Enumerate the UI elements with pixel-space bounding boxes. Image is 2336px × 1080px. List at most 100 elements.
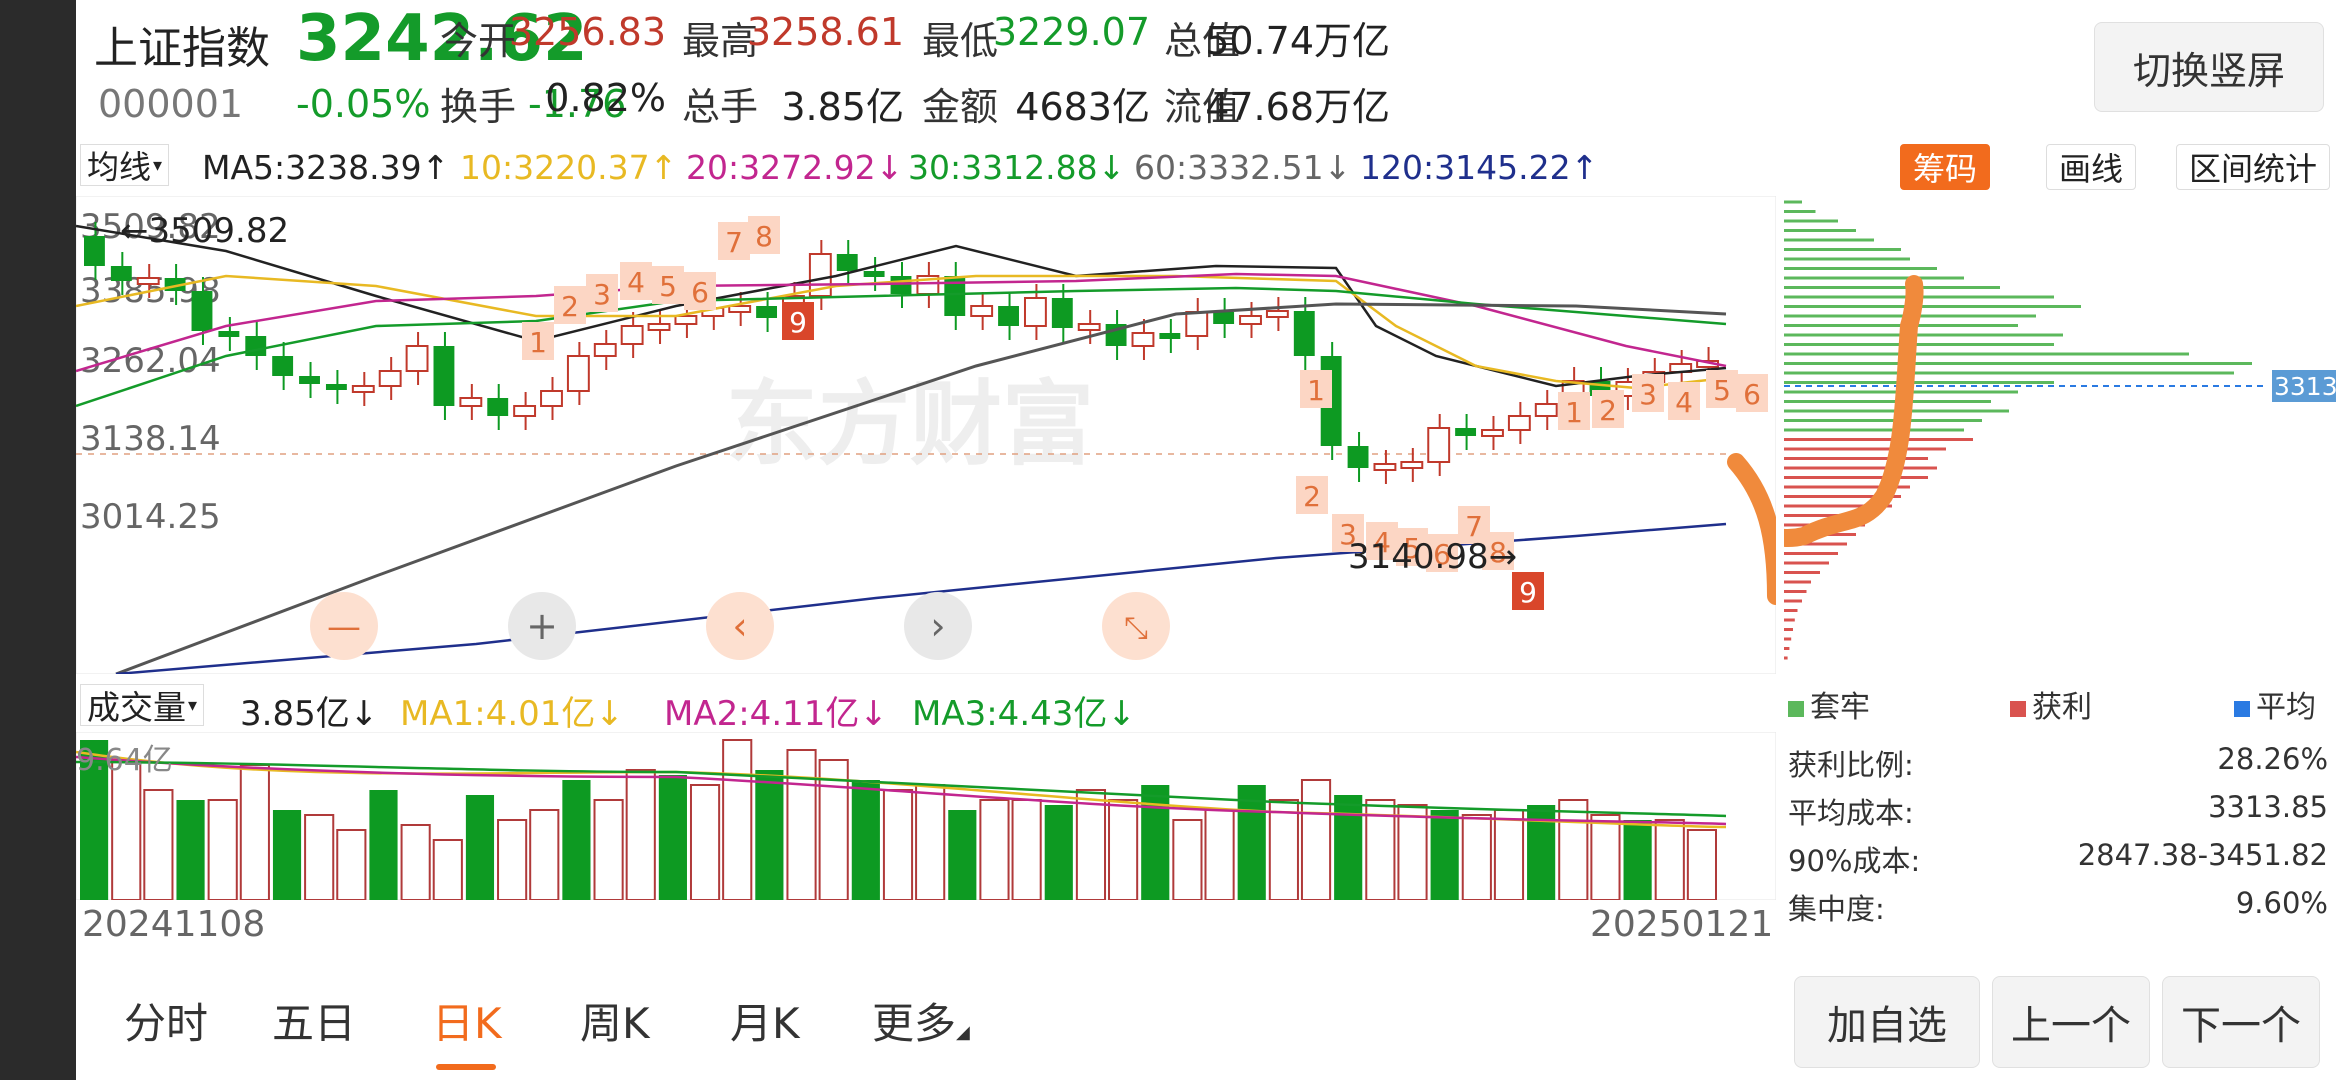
volume-bar [1493,809,1525,900]
sequence-marker [652,266,684,304]
volume-bar [497,819,528,900]
stat-value-open: 3256.83 [508,10,666,54]
next-button[interactable]: 下一个 [2162,976,2320,1068]
sequence-marker-text: 9 [1519,576,1537,609]
candle [998,306,1019,326]
sequence-marker [1668,382,1700,420]
switch-portrait-button[interactable]: 切换竖屏 [2094,22,2324,112]
sequence-marker [1706,370,1738,408]
sequence-marker-text: 6 [1743,378,1761,411]
volume-bar [722,739,753,900]
volume-bar [562,780,591,900]
chip-distribution-chart[interactable]: 3313.85 [1784,196,2336,674]
candle [540,390,563,407]
candle [433,346,455,406]
candle [136,277,160,285]
volume-ma-lines [76,750,1727,829]
sequence-marker-text: 1 [529,326,547,359]
ma-line [76,272,1727,373]
stat-value-low: 3229.07 [992,10,1150,54]
tab-intraday[interactable]: 分时 [124,999,209,1048]
scroll-left-control[interactable]: ‹ [706,592,774,660]
volume-bar [755,770,784,900]
ma-line [76,274,1727,390]
volume-bar [336,829,367,900]
range-stats-button[interactable]: 区间统计 [2176,144,2331,190]
volume-bar [1075,789,1107,900]
volume-chart[interactable]: 9.64亿 [76,732,1776,900]
volume-bar [915,784,946,900]
stat-label-float-value: 流值 [1164,85,1241,129]
zoom-in-control[interactable]: + [508,592,576,660]
volume-bar [1430,810,1459,900]
legend-trapped-label: 套牢 [1810,690,1870,725]
tab-weekly-k[interactable]: 周K [580,999,650,1048]
legend-profit-swatch [2010,700,2026,717]
candle [890,276,912,294]
tab-five-day[interactable]: 五日 [272,999,357,1048]
stat-label-high: 最高 [682,19,759,63]
stat-label-total-value: 总值 [1164,19,1241,63]
volume-ma3: MA3:4.43亿↓ [912,694,1136,734]
chips-button[interactable]: 筹码 [1900,144,1991,190]
sequence-marker-text: 5 [1403,532,1421,565]
tab-monthly-k[interactable]: 月K [730,999,800,1048]
tab-daily-k[interactable]: 日K [432,999,502,1048]
minus-icon: — [327,607,361,647]
volume-bar [1654,819,1685,900]
legend-average-swatch [2234,700,2250,717]
volume-bar [1237,785,1266,900]
volume-bar [851,780,880,900]
concentration-label: 集中度: [1788,892,1885,926]
stock-page: 上证指数 3242.62 000001 -0.05% -1.76 今开 3256… [76,0,2336,1080]
kline-chart[interactable]: 东方财富 3509.823385.983262.043138.143014.25… [76,196,1776,674]
sequence-marker [1512,572,1544,610]
cost-90-label: 90%成本: [1788,844,1921,878]
reset-control[interactable]: ⤡ [1102,592,1170,660]
ma-line [76,224,1727,388]
candle [1534,403,1558,417]
volume-selector-label: 成交量 [87,688,186,727]
candle [1185,311,1209,337]
previous-button[interactable]: 上一个 [1992,976,2150,1068]
candle [405,345,429,372]
sequence-marker [684,272,716,310]
candle [84,236,105,266]
volume-bar [1590,814,1621,900]
volume-bar [207,799,238,900]
quote-header: 上证指数 3242.62 000001 -0.05% -1.76 今开 3256… [76,0,2336,138]
sequence-marker [586,274,618,312]
volume-bar [786,749,817,900]
ma-selector[interactable]: 均线 ▾ [80,144,170,186]
candle [1159,333,1181,339]
candle [325,384,347,390]
sequence-marker-text: 4 [1373,526,1391,559]
add-watchlist-button[interactable]: 加自选 [1794,976,1980,1068]
candle [1400,461,1424,469]
chevron-left-icon: ‹ [732,604,747,648]
ma-lines [76,224,1727,674]
candle [756,306,778,318]
candle [1239,315,1262,325]
sequence-marker [1482,532,1514,570]
stat-label-turnover: 换手 [440,85,517,129]
candle [647,323,671,331]
zoom-out-control[interactable]: — [310,592,378,660]
volume-bar [400,824,431,900]
volume-bar [1141,785,1170,900]
corner-arrow-icon: ◢ [956,1022,970,1043]
sequence-marker-text: 3 [1339,518,1357,551]
tab-more[interactable]: 更多◢ [872,990,970,1051]
volume-bar [1397,804,1428,900]
stat-label-amount: 金额 [922,85,999,129]
volume-selector[interactable]: 成交量 ▾ [80,684,205,727]
sequence-marker-text: 4 [627,266,645,299]
candle [674,315,698,325]
volume-bar [1268,799,1299,900]
sequence-marker [620,262,652,300]
sequence-marker [1296,476,1328,514]
scroll-right-control[interactable]: › [904,592,972,660]
draw-line-button[interactable]: 画线 [2046,144,2137,190]
plus-icon: + [526,604,558,648]
stat-value-amount: 4683亿 [1015,85,1150,129]
